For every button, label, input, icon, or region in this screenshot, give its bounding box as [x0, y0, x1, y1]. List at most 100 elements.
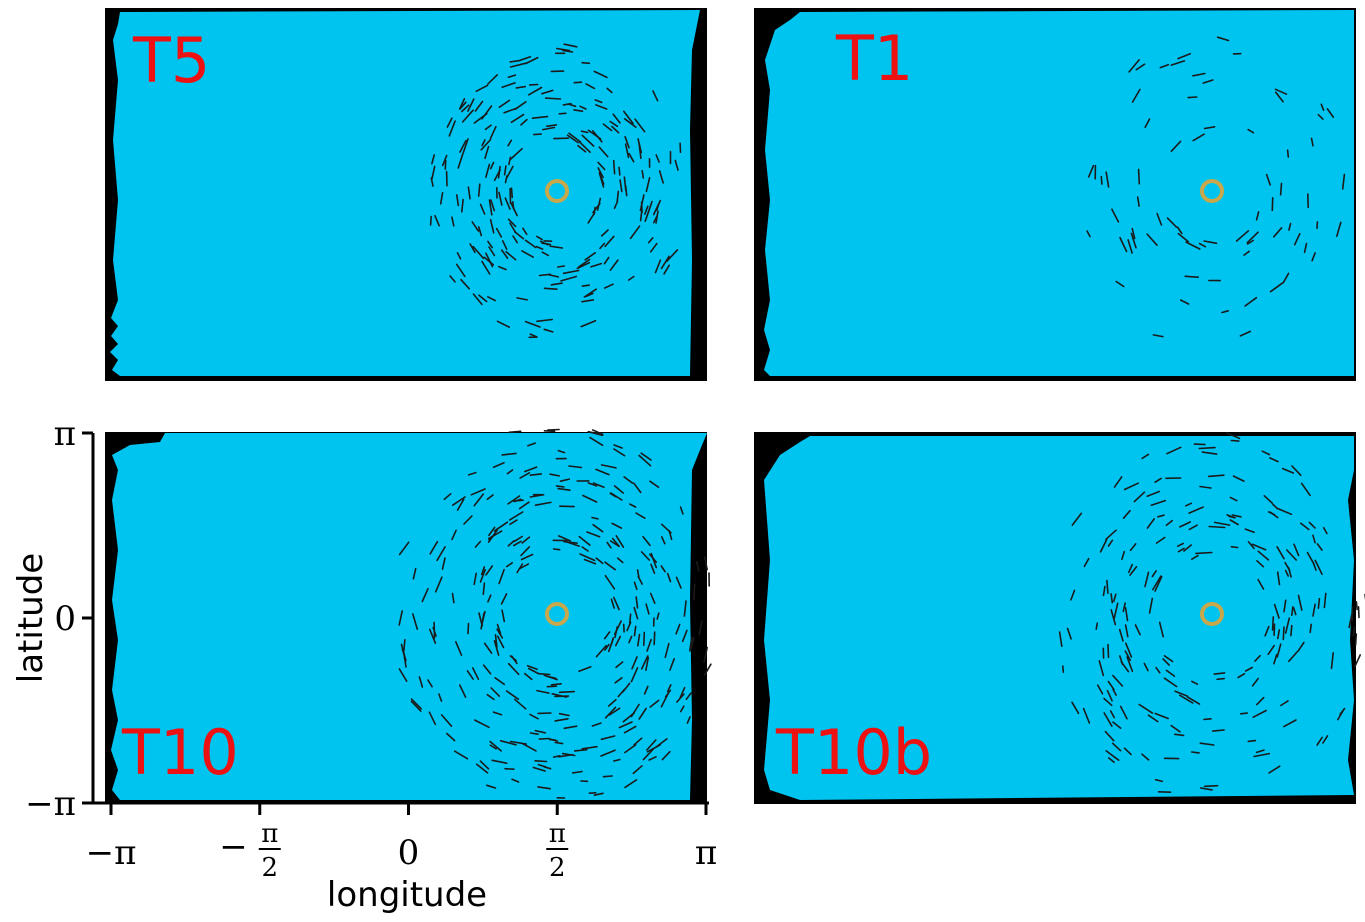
star-streak [1284, 561, 1291, 572]
star-streak [531, 115, 549, 119]
star-streak [486, 295, 497, 302]
star-streak [1198, 242, 1207, 248]
star-streak [1112, 688, 1117, 696]
star-streak [507, 540, 515, 547]
star-streak [1203, 717, 1212, 721]
star-streak [402, 638, 406, 652]
star-streak [604, 574, 616, 590]
star-streak [649, 242, 658, 253]
star-streak [513, 698, 527, 710]
star-streak [606, 87, 613, 94]
star-streak [665, 249, 679, 263]
star-streak [635, 596, 639, 609]
x-axis-title: longitude [327, 875, 487, 915]
y-tick-label: π [54, 414, 76, 454]
star-streak [581, 134, 595, 147]
star-streak [1311, 252, 1316, 262]
star-streak [1276, 643, 1282, 658]
star-streak [1130, 232, 1137, 249]
star-streak [561, 49, 574, 53]
star-streak [606, 541, 612, 549]
star-streak [513, 535, 524, 543]
star-streak [1192, 72, 1206, 77]
star-streak [1297, 594, 1303, 611]
star-streak [490, 199, 496, 212]
star-streak [469, 243, 476, 254]
star-streak [1165, 519, 1173, 527]
star-streak [1257, 578, 1265, 590]
star-streak [666, 684, 672, 693]
star-streak [1247, 739, 1257, 743]
star-streak [1244, 296, 1258, 307]
star-streak [628, 613, 632, 624]
star-streak [675, 623, 681, 635]
axes: −π − π2 0 π2 π π0−π longitude latitude [11, 414, 717, 915]
star-streak [591, 429, 604, 436]
star-streak [1199, 742, 1215, 746]
star-streak [457, 153, 464, 169]
star-streak [573, 81, 583, 84]
star-streak [466, 670, 474, 680]
star-streak [472, 245, 485, 260]
star-streak [489, 740, 502, 752]
star-streak [607, 637, 615, 653]
star-streak [1134, 624, 1141, 636]
star-streak [554, 717, 569, 722]
star-streak [492, 711, 503, 716]
star-streak [541, 251, 550, 257]
star-streak [541, 89, 554, 95]
star-streak [604, 706, 617, 719]
star-streak [579, 105, 587, 110]
star-streak [486, 693, 495, 701]
star-streak [1095, 622, 1099, 631]
star-streak [475, 763, 489, 774]
star-streak [1286, 549, 1297, 561]
star-streak [1163, 677, 1178, 688]
star-streak [1269, 281, 1284, 293]
star-streak [473, 112, 488, 124]
star-streak [1129, 543, 1137, 552]
star-streak [495, 227, 503, 238]
star-streak [515, 85, 527, 89]
star-streak [1113, 476, 1123, 488]
star-streak [481, 610, 486, 624]
x-tick-label: − π 2 [219, 819, 281, 883]
star-streak [660, 536, 666, 545]
star-streak [541, 242, 552, 246]
star-streak [488, 246, 496, 257]
star-streak [623, 476, 634, 484]
star-streak [555, 485, 565, 488]
star-streak [674, 159, 679, 171]
star-streak [418, 676, 424, 688]
star-streak [1198, 446, 1216, 450]
star-streak [623, 118, 637, 128]
star-streak [1303, 242, 1308, 254]
star-streak [498, 568, 505, 585]
star-streak [624, 185, 628, 197]
star-streak [637, 575, 644, 585]
star-streak [479, 203, 486, 215]
star-streak [541, 126, 556, 131]
star-streak [1186, 696, 1201, 705]
star-streak [1232, 475, 1245, 482]
star-streak [1216, 36, 1230, 42]
star-streak [609, 259, 619, 271]
star-streak [510, 187, 514, 199]
star-streak [518, 563, 530, 570]
star-streak [1203, 240, 1218, 245]
star-streak [1244, 528, 1255, 534]
star-streak [1261, 450, 1271, 456]
star-streak [1096, 684, 1104, 695]
star-streak [703, 556, 709, 571]
star-streak [500, 592, 508, 605]
star-streak [1177, 232, 1189, 243]
star-streak [461, 109, 474, 123]
star-streak [571, 770, 583, 774]
star-streak [1131, 227, 1136, 240]
star-streak [1141, 753, 1150, 761]
star-streak [487, 74, 499, 85]
star-streak [1355, 601, 1358, 611]
star-streak [501, 240, 508, 250]
x-ticks: −π − π2 0 π2 π [86, 803, 717, 883]
star-streak [581, 745, 598, 750]
